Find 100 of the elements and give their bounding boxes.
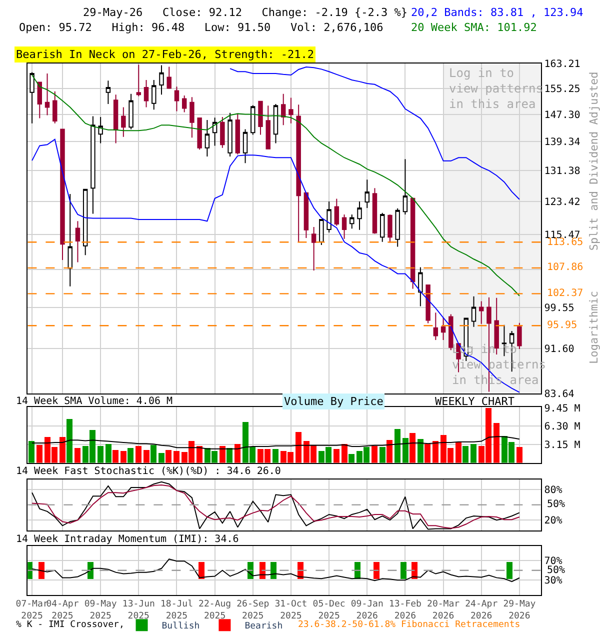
annotation: Volume By Price [284,395,384,408]
candlestick [204,119,210,158]
bar [106,444,112,463]
candlestick [98,116,103,144]
ref-line-label: 102.37 [547,288,584,299]
candlestick [266,105,270,150]
candlestick [342,214,347,240]
bar [494,423,500,463]
x-tick-label: 26-Sep 2025 [236,600,270,622]
y-tick-label: 163.21 [544,59,580,70]
candlestick [250,104,256,136]
bar [334,449,340,463]
text: 20,2 Bands: 83.81 , 123.94 [411,6,584,19]
candlestick [152,80,156,110]
bar [386,440,393,463]
candlestick [372,188,378,234]
candlestick [402,158,408,216]
bar [296,432,302,463]
x-tick-label: 05-Dec 2025 [312,600,346,622]
candlestick [228,112,232,158]
candlestick [68,194,72,287]
candlestick [471,296,476,328]
candlestick [494,297,499,355]
candlestick [121,106,126,138]
bar [136,446,142,463]
line-series [32,558,520,582]
candlestick [174,86,180,112]
bar [60,437,66,463]
bar [424,444,431,463]
candlestick [182,95,187,113]
candlestick [37,82,42,119]
candlestick [326,201,332,233]
y-tick-label: 123.42 [544,196,580,208]
x-tick-label: 18-Jul 2025 [160,600,193,622]
text: Logarithmic [587,291,600,364]
y-axis-title: Split and Dividend Adjusted [588,72,600,251]
candlestick [296,104,301,242]
x-tick-label: 22-Aug 2025 [198,600,232,622]
x-tick-label: 09-May 2025 [84,600,118,622]
y-tick-label: 147.30 [544,110,580,121]
x-tick-label: 13-Jun 2025 [122,600,155,622]
legend-label: Bullish [162,622,200,632]
bar [394,429,401,463]
candlestick [311,226,316,271]
candlestick [440,317,446,340]
bar [516,447,523,463]
candlestick [288,97,294,124]
bar [372,446,378,463]
bar [66,419,73,463]
candlestick [166,66,172,90]
candlestick [190,96,194,138]
x-tick-label: 09-Jan 2026 [350,600,384,622]
candlestick [52,90,58,124]
candlestick [90,116,96,214]
candlestick [433,312,438,340]
candlestick [136,64,142,97]
bar [166,450,172,463]
line-series [32,436,520,450]
candlestick [220,116,225,148]
bar [234,444,241,463]
chart-title: 14 Week SMA Volume: 4.06 M [16,396,173,407]
y-tick-label: 6.30 M [544,422,580,433]
bar [402,438,409,463]
candlestick [350,214,354,230]
y-tick-label: 139.34 [544,137,580,148]
candlestick [235,113,240,155]
text: 20 Week SMA: 101.92 [411,21,537,34]
bar [174,451,180,463]
bar [144,450,150,463]
candlestick [364,179,370,208]
bar [220,446,226,463]
y-tick-label: 9.45 M [544,403,580,414]
y-tick-label: 83.64 [544,388,574,400]
candlestick [75,220,80,263]
candlestick [128,93,134,130]
text: Bearish In Neck on 27-Feb-26, Strength: -21.2 [16,48,314,61]
candlestick [106,80,111,104]
bar [456,442,462,463]
ref-line-label: 95.95 [547,320,578,331]
bar [462,446,469,463]
x-tick-label: 20-Mar 2026 [427,600,460,622]
bar [158,453,165,463]
candlestick [304,192,309,239]
bar [120,451,127,463]
bar [418,439,424,463]
candlestick [197,117,202,150]
candlestick [242,128,248,164]
bar [226,448,233,463]
text: % K - IMI Crossover, [16,620,124,630]
candlestick [273,103,278,144]
text: Open: 95.72 High: 96.48 Low: 91.50 Vol: 2,676,106 [19,21,384,34]
candlestick [479,300,484,324]
chart-title: 14 Week Intraday Momentum (IMI): 34.6 [16,534,239,545]
candlestick [395,208,400,248]
candlestick [357,201,362,230]
bar [410,433,416,463]
bar [380,447,386,463]
candlestick [517,322,522,350]
bar [432,441,439,463]
candlestick [426,284,430,324]
